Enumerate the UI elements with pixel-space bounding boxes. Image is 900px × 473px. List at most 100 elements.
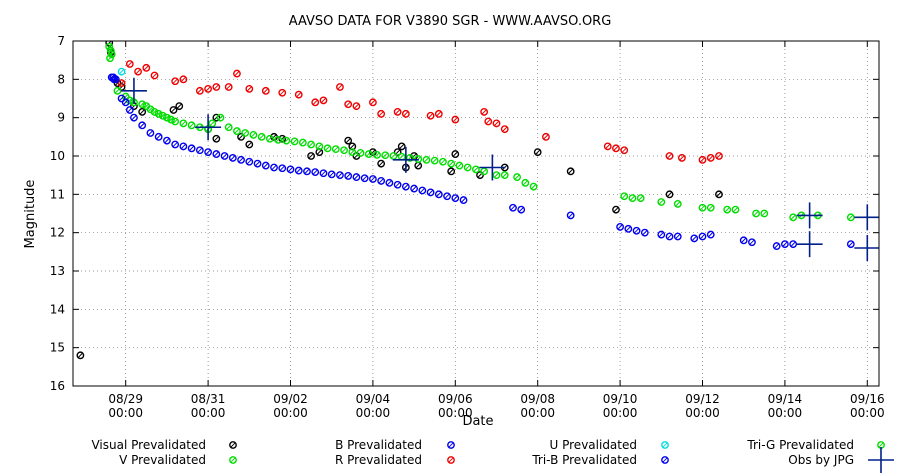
point-r [344,100,353,109]
legend-label-v: V Prevalidated [119,453,206,467]
point-r [401,109,410,118]
point-r [426,111,435,120]
point-r [311,98,320,107]
x-tick-date-label: 09/10 [603,392,638,406]
x-tick-time-label: 00:00 [685,406,720,420]
legend-label-b: B Prevalidated [335,438,422,452]
point-jpg [195,114,222,141]
point-r [393,108,402,116]
point-r [245,85,254,93]
point-v [356,149,365,157]
point-v [208,119,217,128]
legend-marker-r [447,456,455,464]
point-b [162,136,171,145]
legend-marker-b [447,441,455,449]
y-axis-ticks: 7 8 9 10 11 12 13 14 15 16 [50,34,879,393]
point-visual [665,190,674,199]
point-v [373,150,381,159]
point-visual [533,148,542,157]
x-tick-time-label: 00:00 [603,406,638,420]
point-r [377,109,386,118]
point-b [204,148,213,157]
legend-marker-v [229,456,237,464]
point-v [529,182,538,191]
point-b [616,223,624,231]
y-tick-label: 13 [50,264,65,278]
legend-label-trib: Tri-B Prevalidated [531,453,637,467]
data-points [76,41,879,360]
x-tick-date-label: 09/14 [768,392,803,406]
point-v [150,108,159,116]
point-b [319,169,328,178]
point-visual [715,190,723,199]
point-v [439,157,447,166]
point-b [706,230,715,239]
point-trig [657,198,666,206]
point-b [278,164,287,173]
point-visual [377,159,386,168]
point-r [612,144,620,153]
point-v [158,111,167,120]
legend-label-u: U Prevalidated [550,438,637,452]
point-jpg [796,202,823,229]
point-b [673,232,682,241]
point-b [125,106,134,114]
point-b [179,142,188,151]
point-v [340,146,348,155]
point-visual [344,136,353,145]
point-b [344,172,353,180]
point-u [117,67,126,76]
y-tick-label: 7 [57,34,65,48]
x-tick-time-label: 00:00 [850,406,885,420]
point-v [216,113,225,122]
point-b [195,146,204,155]
point-visual [397,142,406,151]
point-v [500,171,509,180]
chart-title: AAVSO DATA FOR V3890 SGR - WWW.AAVSO.ORG [289,14,612,29]
point-r [171,77,180,86]
point-v [298,138,307,147]
point-v [167,115,175,124]
y-tick-label: 11 [50,187,65,201]
point-v [274,135,283,144]
point-v [106,54,114,63]
point-b [311,168,320,177]
point-b [245,157,254,166]
point-b [624,224,633,233]
point-b [789,240,798,249]
point-r [620,146,629,155]
point-b [418,186,427,195]
point-b [336,171,344,180]
point-r [134,67,142,76]
point-visual [566,167,575,176]
point-b [212,150,221,158]
legend-marker-u [661,441,669,449]
point-r [261,86,270,95]
point-b [640,228,649,237]
point-r [195,86,204,95]
point-b [748,238,756,247]
point-v [364,150,373,158]
point-trig [723,205,732,214]
point-trig [706,203,715,212]
x-tick-time-label: 00:00 [768,406,803,420]
x-tick-date-label: 09/12 [685,392,720,406]
point-jpg [854,235,879,261]
point-v [513,173,521,181]
x-axis-label: Date [462,414,493,429]
point-v [430,156,439,165]
point-b [121,98,130,107]
point-b [138,121,147,130]
legend-label-r: R Prevalidated [335,453,422,467]
point-r [500,125,509,134]
point-b [393,180,402,189]
point-b [781,240,789,249]
point-trib [846,240,855,249]
plot-frame [72,40,880,387]
y-tick-label: 16 [50,379,65,393]
point-v [290,137,299,146]
point-r [492,119,501,128]
point-visual [138,108,147,116]
point-v [381,151,390,160]
point-v [447,159,456,168]
